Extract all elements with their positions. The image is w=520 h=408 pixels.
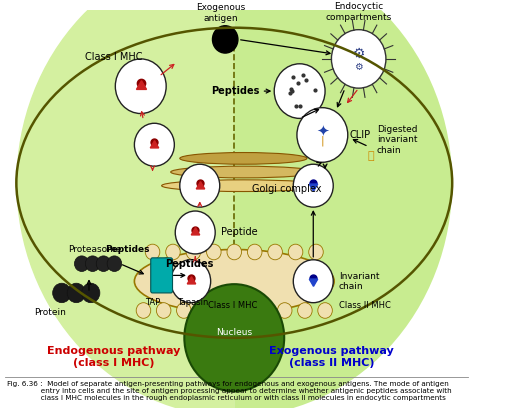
Text: |: | (320, 135, 324, 146)
Circle shape (213, 26, 238, 53)
Wedge shape (16, 0, 235, 408)
Circle shape (67, 283, 85, 303)
Text: Exogenous
antigen: Exogenous antigen (196, 3, 245, 23)
Circle shape (237, 303, 252, 318)
Circle shape (274, 64, 325, 118)
Ellipse shape (171, 166, 316, 178)
Circle shape (136, 303, 151, 318)
Circle shape (318, 303, 332, 318)
Circle shape (166, 244, 180, 260)
Text: Proteasome: Proteasome (68, 244, 122, 253)
Ellipse shape (180, 153, 307, 164)
Text: Exogenous pathway
(class II MHC): Exogenous pathway (class II MHC) (269, 346, 394, 368)
Circle shape (257, 303, 272, 318)
Circle shape (180, 164, 220, 207)
Text: Peptides: Peptides (105, 244, 149, 253)
Text: Endogenous pathway
(class I MHC): Endogenous pathway (class I MHC) (47, 346, 180, 368)
Circle shape (297, 108, 348, 162)
Circle shape (85, 256, 100, 271)
Text: Fig. 6.36 :  Model of separate antigen-presenting pathways for endogenous and ex: Fig. 6.36 : Model of separate antigen-pr… (7, 381, 452, 401)
Circle shape (177, 303, 191, 318)
Circle shape (309, 244, 323, 260)
Circle shape (197, 303, 211, 318)
Text: Peptides: Peptides (165, 259, 214, 269)
FancyBboxPatch shape (151, 258, 173, 293)
Circle shape (115, 59, 166, 113)
Text: Peptide: Peptide (220, 228, 257, 237)
Text: Tapasin: Tapasin (177, 298, 209, 307)
Text: Class II MHC: Class II MHC (339, 301, 391, 310)
Text: Protein: Protein (34, 308, 66, 317)
Circle shape (331, 30, 386, 88)
Circle shape (217, 303, 231, 318)
Circle shape (134, 123, 174, 166)
Text: CLIP: CLIP (349, 130, 371, 140)
Text: Golgi complex: Golgi complex (252, 184, 322, 194)
Circle shape (293, 260, 333, 303)
Circle shape (157, 303, 171, 318)
Circle shape (227, 244, 241, 260)
Circle shape (184, 284, 284, 391)
Ellipse shape (134, 250, 334, 313)
Circle shape (107, 256, 122, 271)
Text: ⚙: ⚙ (353, 47, 365, 61)
Wedge shape (235, 0, 452, 408)
Ellipse shape (162, 180, 325, 191)
Text: Nucleus: Nucleus (216, 328, 252, 337)
Circle shape (96, 256, 111, 271)
Text: ⛓: ⛓ (367, 151, 374, 162)
Circle shape (268, 244, 282, 260)
Circle shape (288, 244, 303, 260)
Text: TAP: TAP (145, 298, 160, 307)
Text: Invariant
chain: Invariant chain (339, 272, 379, 291)
Text: Class I MHC: Class I MHC (208, 301, 257, 310)
Circle shape (248, 244, 262, 260)
Circle shape (175, 211, 215, 254)
Circle shape (74, 256, 89, 271)
Circle shape (206, 244, 221, 260)
Circle shape (297, 303, 312, 318)
Text: ✦: ✦ (316, 124, 329, 139)
Text: Endocyctic
compartments: Endocyctic compartments (326, 2, 392, 22)
Text: ⚙: ⚙ (354, 62, 363, 72)
Circle shape (53, 283, 71, 303)
Circle shape (278, 303, 292, 318)
Ellipse shape (16, 28, 452, 338)
Circle shape (293, 164, 333, 207)
Circle shape (145, 244, 160, 260)
Text: Peptides: Peptides (211, 86, 259, 96)
Text: Class I MHC: Class I MHC (85, 52, 142, 62)
Circle shape (171, 260, 211, 303)
Circle shape (186, 244, 201, 260)
Circle shape (82, 283, 100, 303)
Text: Digested
invariant
chain: Digested invariant chain (377, 125, 418, 155)
Wedge shape (17, 0, 235, 408)
